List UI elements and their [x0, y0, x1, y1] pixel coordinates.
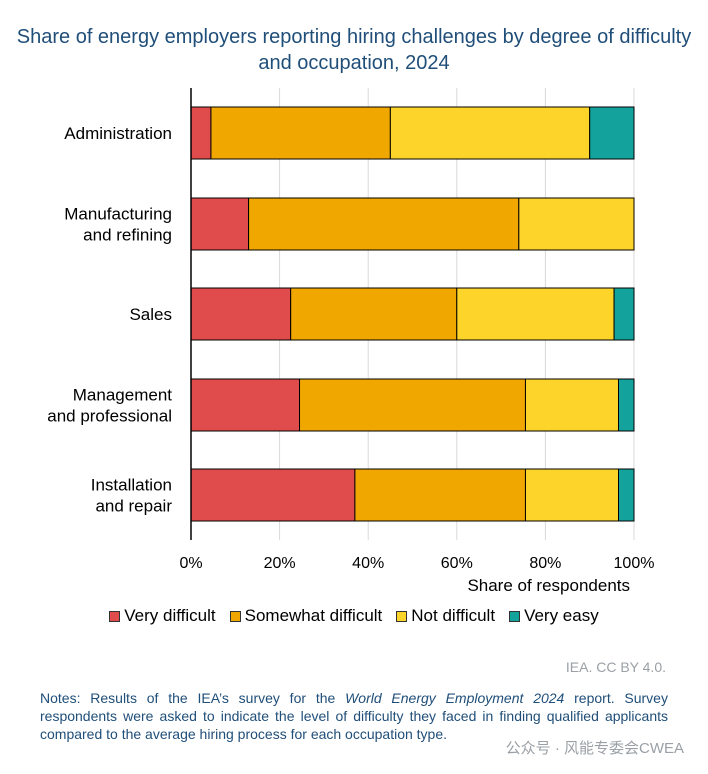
stacked-bar-chart: Administration Manufacturing and refining S… — [47, 88, 655, 595]
x-tick-label: 100% — [614, 555, 655, 572]
source-credit: IEA. CC BY 4.0. — [565, 659, 666, 675]
bar-very-difficult — [190, 378, 301, 432]
bar-very-easy — [589, 106, 635, 160]
legend-label: Very easy — [524, 606, 599, 625]
legend-label: Very difficult — [124, 606, 216, 625]
bar-not-difficult — [456, 287, 615, 341]
watermark: 公众号 · 风能专委会CWEA — [505, 740, 684, 757]
legend-swatch — [229, 610, 241, 622]
bar-very-easy — [613, 287, 635, 341]
bar-not-difficult — [524, 378, 619, 432]
bar-very-difficult — [190, 468, 356, 522]
bar-not-difficult — [389, 106, 591, 160]
x-tick-label: 20% — [264, 555, 296, 572]
legend-swatch — [509, 610, 521, 622]
legend-item: Somewhat difficult — [229, 606, 383, 626]
x-axis-label: Share of respondents — [467, 576, 630, 595]
x-tick-label: 80% — [529, 555, 561, 572]
category-label: Management and professional — [47, 386, 172, 426]
bar-very-easy — [617, 468, 635, 522]
x-tick-label: 40% — [352, 555, 384, 572]
chart-title: Share of energy employers reporting hiri… — [16, 26, 692, 74]
category-label: Sales — [129, 305, 172, 324]
notes-suffix: report. Survey respondents were asked to… — [40, 690, 668, 742]
notes-report-title: World Energy Employment 2024 — [345, 690, 565, 706]
bar-very-easy — [617, 378, 635, 432]
x-tick-label: 0% — [179, 555, 202, 572]
legend-swatch — [396, 610, 408, 622]
bar-not-difficult — [524, 468, 619, 522]
bar-very-difficult — [190, 106, 212, 160]
bar-somewhat-difficult — [354, 468, 526, 522]
bar-somewhat-difficult — [290, 287, 458, 341]
notes-prefix: Notes: Results of the IEA’s survey for t… — [40, 690, 346, 706]
legend-item: Very difficult — [109, 606, 216, 626]
bar-very-difficult — [190, 197, 250, 251]
bar-not-difficult — [518, 197, 635, 251]
bar-somewhat-difficult — [248, 197, 520, 251]
legend-label: Not difficult — [411, 606, 496, 625]
legend-item: Very easy — [509, 606, 599, 626]
x-tick-label: 60% — [441, 555, 473, 572]
category-label: Installation and repair — [91, 476, 173, 516]
category-label: Administration — [64, 124, 172, 143]
bar-somewhat-difficult — [210, 106, 391, 160]
legend: Very difficult Somewhat difficult Not diff… — [0, 606, 708, 626]
legend-item: Not difficult — [396, 606, 495, 626]
legend-label: Somewhat difficult — [244, 606, 383, 625]
bar-somewhat-difficult — [299, 378, 526, 432]
legend-swatch — [109, 610, 121, 622]
bar-very-difficult — [190, 287, 292, 341]
category-label: Manufacturing and refining — [64, 205, 172, 245]
notes: Notes: Results of the IEA’s survey for t… — [40, 689, 668, 743]
